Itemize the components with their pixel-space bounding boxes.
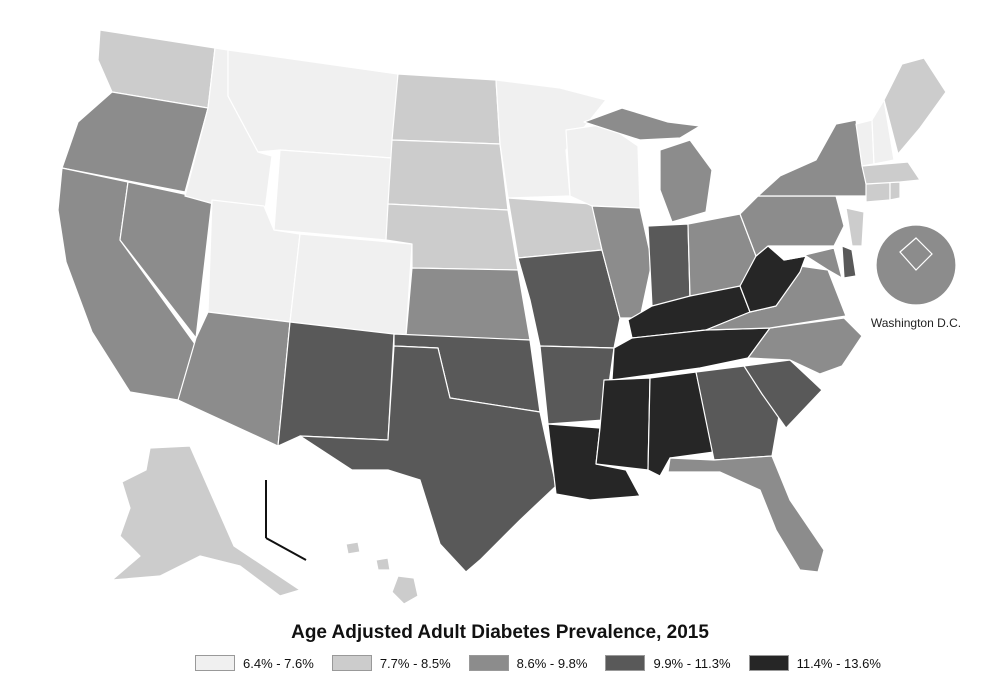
dc-boundary [899,237,933,271]
state-new-hampshire [871,99,895,165]
legend-label: 6.4% - 7.6% [243,655,314,671]
dc-inset-label: Washington D.C. [871,316,961,330]
legend-label: 11.4% - 13.6% [796,655,881,671]
state-pennsylvania [739,195,845,257]
state-south-carolina [743,359,823,429]
state-iowa [507,197,603,259]
legend-item-1: 6.4% - 7.6% [195,655,314,671]
map-title: Age Adjusted Adult Diabetes Prevalence, … [291,622,709,643]
legend-swatch [468,655,509,671]
state-connecticut [865,181,891,203]
state-new-jersey [845,207,865,247]
legend-label: 7.7% - 8.5% [379,655,451,671]
state-michigan-upper [583,107,701,141]
state-maryland [783,247,843,279]
state-michigan-lower [659,139,713,223]
legend-item-2: 7.7% - 8.5% [331,655,451,671]
state-north-dakota [391,73,501,145]
state-oregon [61,91,209,193]
state-south-dakota [387,139,509,211]
state-delaware [841,245,857,279]
state-arizona [177,311,291,447]
us-choropleth-map: Washington D.C. [57,29,961,605]
state-missouri [517,249,621,349]
legend-swatch [748,655,789,671]
state-montana [227,49,399,159]
state-kansas [405,267,531,341]
state-rhode-island [889,181,901,201]
legend-swatch [605,655,646,671]
alaska-divider-diagonal [265,537,307,561]
state-hawaii-oahu [345,541,361,555]
legend-item-5: 11.4% - 13.6% [748,655,881,671]
state-mississippi [595,377,651,471]
state-maine [883,57,947,155]
legend: 6.4% - 7.6% 7.7% - 8.5% 8.6% - 9.8% 9.9%… [195,655,881,671]
legend-label: 8.6% - 9.8% [516,655,588,671]
state-indiana [647,223,691,307]
state-alaska [111,445,301,597]
legend-swatch [195,655,235,671]
legend-label: 9.9% - 11.3% [653,655,731,671]
state-wyoming [273,149,393,241]
dc-inset-circle [875,224,957,306]
state-minnesota [495,79,607,199]
state-texas [299,345,557,573]
state-massachusetts [861,161,921,185]
state-colorado [289,233,413,337]
state-hawaii-maui [375,557,391,571]
state-new-york [757,119,869,197]
state-new-mexico [277,321,395,447]
state-hawaii-main [391,575,419,605]
legend-item-4: 9.9% - 11.3% [605,655,731,671]
state-florida [667,455,825,573]
legend-swatch [331,655,372,671]
legend-item-3: 8.6% - 9.8% [468,655,588,671]
